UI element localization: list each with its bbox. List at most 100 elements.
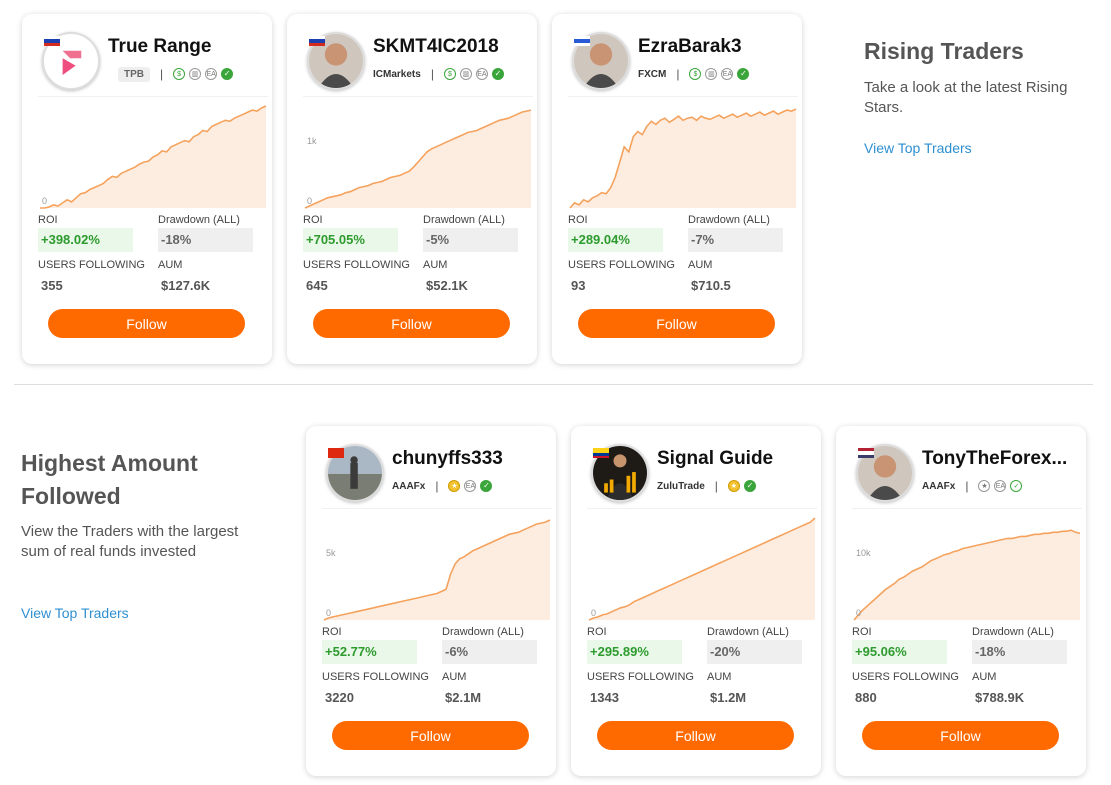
country-flag-icon — [309, 36, 325, 46]
follow-button[interactable]: Follow — [597, 721, 794, 750]
users-following-value: 93 — [571, 278, 586, 293]
trader-meta: AAAFx | ★ EA ✓ — [922, 478, 1023, 494]
ea-icon: EA — [721, 68, 734, 80]
aum-value: $2.1M — [445, 690, 482, 705]
users-following-label: USERS FOLLOWING — [322, 671, 429, 683]
trader-card[interactable]: True Range TPB | $ ▥ EA ✓ 0 ROI Drawdown (A… — [22, 14, 272, 364]
check-icon: ✓ — [743, 480, 756, 492]
meta-separator: | — [965, 479, 969, 493]
users-following-value: 1343 — [590, 690, 619, 705]
roi-label: ROI — [587, 626, 607, 638]
check-icon: ✓ — [221, 68, 234, 80]
chart-icon: ▥ — [189, 68, 202, 80]
chart-line — [588, 517, 816, 621]
trader-name[interactable]: True Range — [108, 36, 212, 57]
performance-chart: 0 — [587, 508, 817, 623]
roi-label: ROI — [322, 626, 342, 638]
rising-traders-description: Take a look at the latest Rising Stars. — [864, 79, 1068, 116]
users-following-value: 645 — [306, 278, 328, 293]
highest-view-top-traders-link[interactable]: View Top Traders — [21, 605, 129, 621]
meta-separator: | — [714, 479, 718, 493]
chart-line — [323, 519, 551, 621]
chart-y-label: 0 — [591, 608, 597, 618]
trader-avatar[interactable] — [856, 444, 914, 502]
country-flag-icon — [44, 36, 60, 46]
aum-value: $788.9K — [975, 690, 1025, 705]
trader-avatar[interactable] — [572, 32, 630, 90]
aum-value: $52.1K — [426, 278, 468, 293]
roi-value: +289.04% — [568, 228, 663, 252]
follow-button[interactable]: Follow — [578, 309, 775, 338]
highest-followed-title: Highest Amount Followed — [21, 450, 198, 509]
chart-area — [589, 518, 815, 620]
performance-chart: 10k 0 — [852, 508, 1082, 623]
ea-icon: EA — [205, 68, 218, 80]
ea-icon: EA — [475, 68, 488, 80]
trader-meta: ZuluTrade | ★ ✓ — [657, 478, 756, 494]
drawdown-value: -20% — [707, 640, 802, 664]
users-following-label: USERS FOLLOWING — [303, 259, 410, 271]
roi-value: +705.05% — [303, 228, 398, 252]
roi-label: ROI — [38, 214, 58, 226]
follow-button[interactable]: Follow — [332, 721, 529, 750]
trader-name[interactable]: TonyTheForex... — [922, 448, 1068, 469]
trader-avatar[interactable] — [307, 32, 365, 90]
trader-name[interactable]: EzraBarak3 — [638, 36, 742, 57]
chart-icon: ▥ — [705, 68, 718, 80]
drawdown-label: Drawdown (ALL) — [423, 214, 505, 226]
chart-line — [853, 529, 1081, 621]
chart-icon: ▥ — [459, 68, 472, 80]
roi-label: ROI — [303, 214, 323, 226]
country-flag-icon — [328, 448, 344, 458]
meta-separator: | — [676, 67, 680, 81]
roi-label: ROI — [852, 626, 872, 638]
ea-icon: EA — [464, 480, 477, 492]
country-flag-icon — [858, 448, 874, 458]
chart-line — [304, 109, 532, 209]
trader-card[interactable]: EzraBarak3 FXCM | $ ▥ EA ✓ ROI Drawdown (AL… — [552, 14, 802, 364]
broker-logo: AAAFx — [392, 480, 426, 492]
drawdown-value: -18% — [972, 640, 1067, 664]
broker-logo: ICMarkets — [373, 68, 421, 80]
trader-name[interactable]: SKMT4IC2018 — [373, 36, 499, 57]
medal-icon: ★ — [727, 480, 740, 492]
trader-card[interactable]: Signal Guide ZuluTrade | ★ ✓ 0 ROI Drawdo… — [571, 426, 821, 776]
roi-value: +52.77% — [322, 640, 417, 664]
chart-y-label: 0 — [307, 196, 313, 206]
meta-separator: | — [435, 479, 439, 493]
trader-card[interactable]: TonyTheForex... AAAFx | ★ EA ✓ 10k 0 ROI Dr… — [836, 426, 1086, 776]
follow-button[interactable]: Follow — [313, 309, 510, 338]
users-following-label: USERS FOLLOWING — [38, 259, 145, 271]
trader-name[interactable]: Signal Guide — [657, 448, 774, 469]
trader-meta: ICMarkets | $ ▥ EA ✓ — [373, 66, 504, 82]
aum-value: $710.5 — [691, 278, 731, 293]
follow-button[interactable]: Follow — [862, 721, 1059, 750]
trader-card[interactable]: chunyffs333 AAAFx | ★ EA ✓ 5k 0 ROI Drawdow… — [306, 426, 556, 776]
highest-followed-description: View the Traders with the largest sum of… — [21, 523, 239, 560]
chart-line — [40, 105, 267, 209]
roi-label: ROI — [568, 214, 588, 226]
check-icon: ✓ — [491, 68, 504, 80]
broker-logo: AAAFx — [922, 480, 956, 492]
drawdown-label: Drawdown (ALL) — [158, 214, 240, 226]
users-following-value: 880 — [855, 690, 877, 705]
users-following-label: USERS FOLLOWING — [568, 259, 675, 271]
performance-chart: 0 — [38, 96, 268, 211]
trader-meta: TPB | $ ▥ EA ✓ — [108, 66, 234, 82]
drawdown-label: Drawdown (ALL) — [707, 626, 789, 638]
users-following-label: USERS FOLLOWING — [587, 671, 694, 683]
aum-label: AUM — [158, 259, 183, 271]
trader-name[interactable]: chunyffs333 — [392, 448, 503, 469]
aum-label: AUM — [442, 671, 467, 683]
country-flag-icon — [593, 448, 609, 458]
follow-button[interactable]: Follow — [48, 309, 245, 338]
meta-separator: | — [430, 67, 434, 81]
ea-icon: EA — [994, 480, 1007, 492]
chart-line — [569, 108, 797, 209]
trader-card[interactable]: SKMT4IC2018 ICMarkets | $ ▥ EA ✓ 1k 0 ROI Dr… — [287, 14, 537, 364]
dollar-icon: $ — [689, 68, 702, 80]
rising-view-top-traders-link[interactable]: View Top Traders — [864, 140, 972, 156]
users-following-value: 355 — [41, 278, 63, 293]
roi-value: +398.02% — [38, 228, 133, 252]
aum-label: AUM — [688, 259, 713, 271]
